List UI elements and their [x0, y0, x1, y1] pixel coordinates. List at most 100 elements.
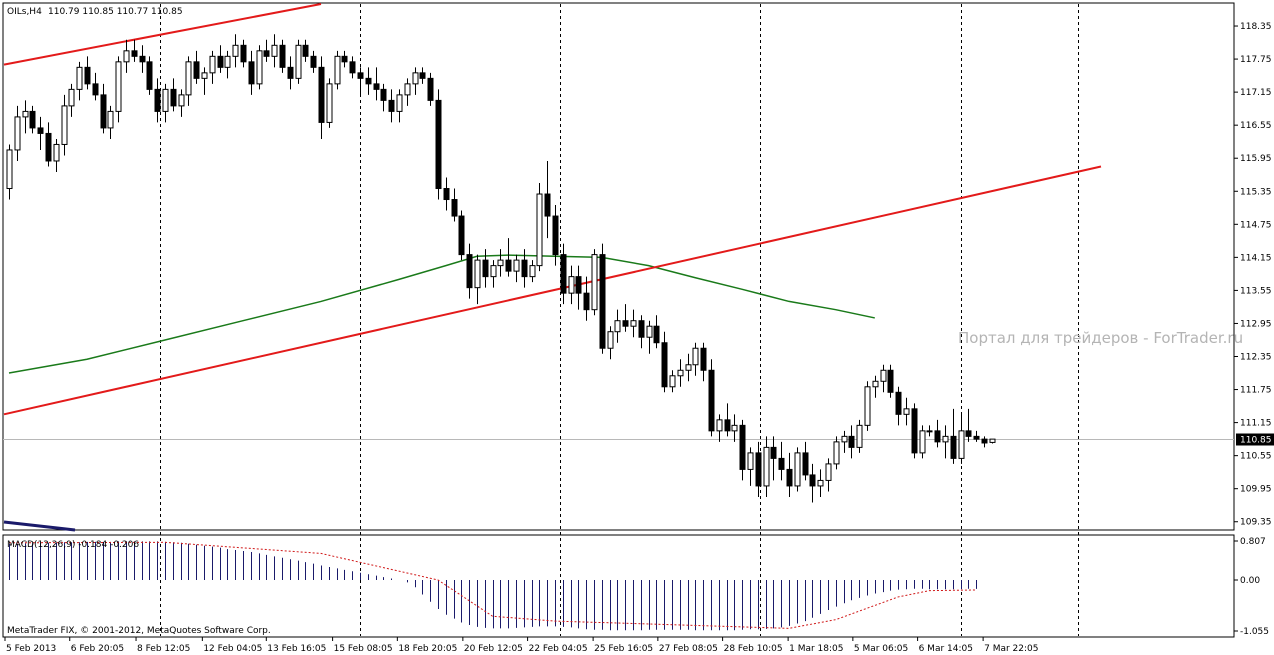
price-tick-label: 109.35 — [1240, 518, 1272, 528]
candle — [404, 78, 411, 106]
candle — [248, 50, 255, 95]
candle — [76, 61, 83, 101]
candle — [817, 469, 824, 497]
candle — [544, 160, 551, 239]
candle — [412, 67, 419, 95]
candle — [568, 265, 575, 305]
candle — [661, 331, 668, 393]
candle-body — [607, 331, 614, 349]
candle — [965, 408, 972, 442]
candle — [162, 83, 169, 123]
trendlines[interactable] — [3, 3, 1102, 416]
time-tick-label: 1 Mar 18:05 — [789, 644, 843, 654]
candle-body — [123, 50, 130, 63]
candle — [295, 39, 302, 84]
candle-body — [903, 408, 910, 415]
candle — [427, 72, 434, 106]
candle-body — [692, 347, 699, 366]
candle — [731, 414, 738, 442]
candle-body — [895, 391, 902, 415]
candle-body — [591, 254, 598, 311]
candle — [599, 243, 606, 354]
candle — [139, 45, 146, 73]
candle — [474, 254, 481, 305]
candle-body — [817, 479, 824, 487]
candle — [747, 447, 754, 486]
price-tick-label: 114.75 — [1240, 220, 1272, 230]
main-chart-frame[interactable] — [2, 2, 1235, 531]
candle-body — [295, 44, 302, 79]
candle-body — [880, 369, 887, 382]
candle-body — [536, 193, 543, 267]
candle-body — [958, 430, 965, 459]
candle-body — [778, 457, 785, 470]
candle — [895, 386, 902, 426]
candle-body — [872, 380, 879, 388]
candle-body — [521, 259, 528, 278]
candle-body — [92, 83, 99, 96]
candle-body — [84, 66, 91, 85]
indicator-frame[interactable] — [2, 534, 1235, 638]
candle-body — [185, 61, 192, 96]
time-tick-label: 5 Mar 06:05 — [854, 644, 908, 654]
candle-body — [240, 44, 247, 63]
time-tick-label: 15 Feb 08:05 — [334, 644, 393, 654]
time-tick-label: 28 Feb 10:05 — [724, 644, 783, 654]
candle — [29, 105, 36, 134]
candle-body — [848, 435, 855, 448]
candle-body — [646, 325, 653, 338]
candle-body — [365, 77, 372, 85]
candle-body — [934, 430, 941, 443]
price-tick-label: 112.35 — [1240, 353, 1272, 363]
candle — [724, 403, 731, 437]
candle-body — [29, 110, 36, 129]
candle-body — [326, 83, 333, 123]
candle-body — [443, 188, 450, 201]
candle-body — [965, 430, 972, 437]
candle — [778, 441, 785, 481]
candle — [786, 452, 793, 497]
candle-body — [747, 452, 754, 470]
candle — [513, 254, 520, 283]
candle — [341, 50, 348, 68]
candle — [310, 50, 317, 73]
candle-body — [708, 369, 715, 432]
candle-body — [614, 320, 621, 333]
time-tick-label: 8 Feb 12:05 — [137, 644, 190, 654]
candle-body — [700, 347, 707, 371]
candle-body — [825, 463, 832, 481]
time-tick-label: 27 Feb 08:05 — [659, 644, 718, 654]
price-tick-label: 117.15 — [1240, 88, 1272, 98]
candle-body — [201, 72, 208, 79]
candle-body — [37, 127, 44, 134]
candle-body — [193, 61, 200, 79]
candle-body — [256, 50, 263, 85]
candle — [794, 447, 801, 492]
candle-body — [61, 105, 68, 145]
candle — [958, 414, 965, 464]
candle-body — [724, 419, 731, 432]
candle-body — [490, 265, 497, 278]
candle-body — [809, 474, 816, 487]
candle-body — [653, 325, 660, 344]
candle-body — [731, 424, 738, 432]
candle — [279, 39, 286, 73]
candle-body — [482, 259, 489, 278]
candle-body — [575, 276, 582, 294]
candle-body — [544, 193, 551, 217]
price-tick-label: 118.35 — [1240, 22, 1272, 32]
candle-body — [802, 452, 809, 476]
candle-body — [770, 446, 777, 459]
candle-body — [419, 72, 426, 79]
candle — [700, 342, 707, 382]
candle-body — [209, 55, 216, 74]
candle — [677, 359, 684, 387]
candle-body — [349, 61, 356, 74]
candle — [45, 122, 52, 167]
candle-body — [100, 94, 107, 129]
candle — [396, 89, 403, 123]
candle — [53, 138, 60, 172]
candle — [357, 67, 364, 95]
candle — [482, 249, 489, 288]
candle — [583, 276, 590, 321]
